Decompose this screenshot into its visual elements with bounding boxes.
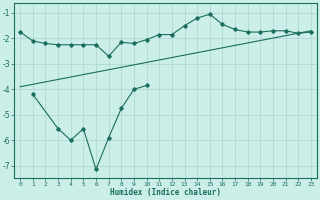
X-axis label: Humidex (Indice chaleur): Humidex (Indice chaleur) (110, 188, 221, 197)
